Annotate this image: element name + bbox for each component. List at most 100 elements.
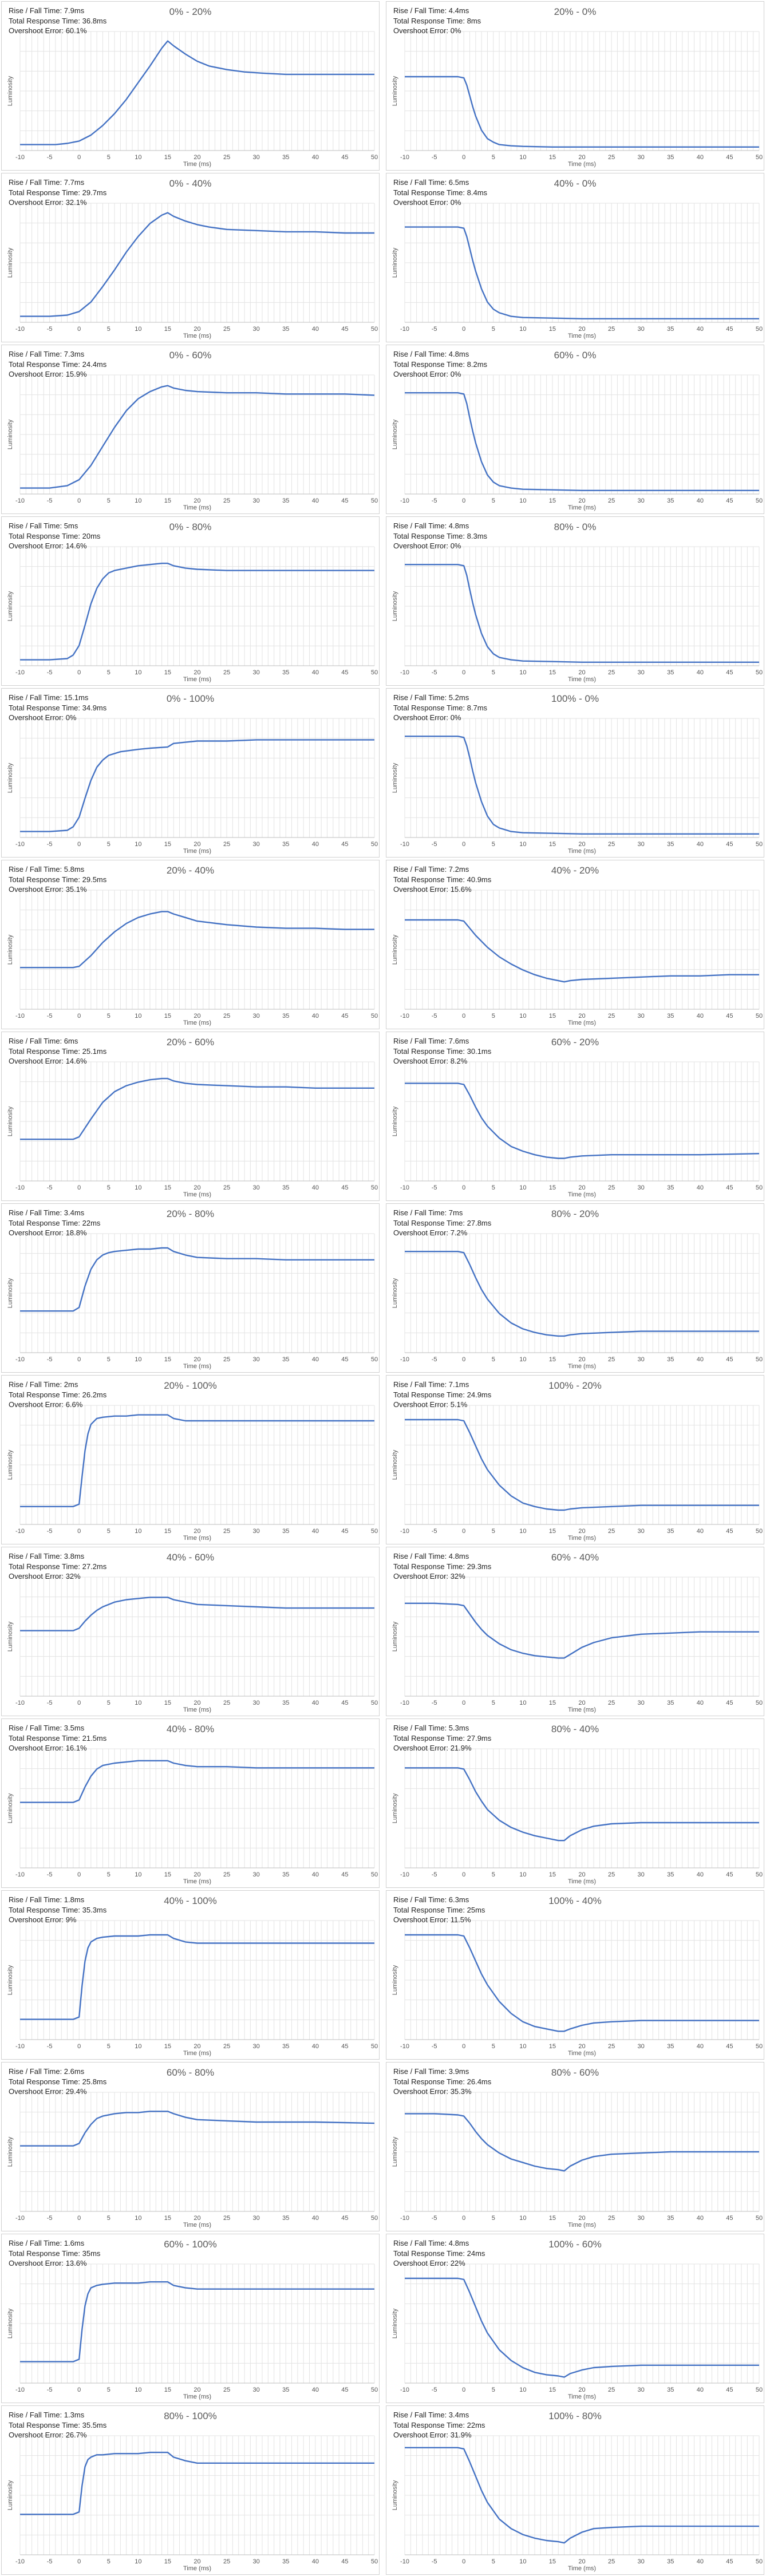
x-tick-label: 45 (341, 2558, 348, 2565)
chart-panel: -10 -5 0 5 10 15 20 25 30 35 40 45 50 Time (ms) Lumino… (386, 1718, 764, 1888)
x-tick-label: 0 (462, 154, 465, 161)
rise-fall-time: Rise / Fall Time: 7.7ms (9, 178, 85, 187)
chart-plot: -10 -5 0 5 10 15 20 25 30 35 40 45 50 Time (ms) Lumino… (392, 546, 763, 683)
overshoot-error: Overshoot Error: 0% (393, 713, 461, 722)
chart-panel: -10 -5 0 5 10 15 20 25 30 35 40 45 50 Time (ms) Lumino… (386, 1890, 764, 2060)
x-tick-label: 10 (519, 1184, 526, 1191)
total-response-time: Total Response Time: 8.2ms (393, 359, 488, 369)
x-tick-label: 15 (549, 669, 556, 676)
x-tick-label: -5 (47, 1356, 53, 1363)
total-response-time: Total Response Time: 27.9ms (393, 1733, 492, 1743)
x-axis-label: Time (ms) (568, 2565, 596, 2572)
x-tick-label: 30 (638, 154, 645, 161)
stats-block: Rise / Fall Time: 5.8ms Total Response Ti… (9, 864, 106, 895)
x-tick-label: 40 (312, 1700, 319, 1706)
overshoot-error: Overshoot Error: 15.9% (9, 370, 87, 378)
x-tick-label: -10 (15, 497, 25, 504)
x-tick-label: 40 (697, 1871, 704, 1878)
total-response-time: Total Response Time: 8ms (393, 16, 481, 25)
x-tick-label: 50 (371, 2558, 378, 2565)
x-tick-label: 10 (135, 2043, 141, 2050)
x-tick-label: -5 (432, 2558, 437, 2565)
chart-panel: -10 -5 0 5 10 15 20 25 30 35 40 45 50 Time (ms) Lumino… (1, 1547, 380, 1716)
total-response-time: Total Response Time: 35.5ms (9, 2420, 107, 2429)
x-axis-label: Time (ms) (183, 848, 211, 855)
chart-plot: -10 -5 0 5 10 15 20 25 30 35 40 45 50 Time (ms) Lumino… (392, 718, 763, 855)
x-tick-label: -5 (432, 1528, 437, 1535)
stats-block: Rise / Fall Time: 7.2ms Total Response Ti… (393, 864, 491, 895)
x-tick-label: -10 (15, 1528, 25, 1535)
stats-block: Rise / Fall Time: 6ms Total Response Time… (9, 1036, 106, 1066)
x-tick-label: -5 (47, 1528, 53, 1535)
total-response-time: Total Response Time: 29.5ms (9, 875, 107, 884)
rise-fall-time: Rise / Fall Time: 5.3ms (393, 1724, 469, 1732)
x-tick-label: 5 (492, 326, 495, 333)
stats-block: Rise / Fall Time: 6.5ms Total Response Ti… (393, 177, 487, 208)
total-response-time: Total Response Time: 35ms (9, 2249, 101, 2258)
luminosity-series-line (20, 40, 374, 145)
chart-title: 100% - 0% (551, 693, 599, 704)
chart-title: 60% - 100% (164, 2239, 217, 2250)
rise-fall-time: Rise / Fall Time: 2.6ms (9, 2067, 85, 2076)
x-tick-label: 40 (697, 326, 704, 333)
x-tick-label: 45 (341, 2215, 348, 2222)
x-tick-label: 20 (194, 841, 200, 848)
x-tick-label: 15 (164, 1700, 171, 1706)
chart-panel: -10 -5 0 5 10 15 20 25 30 35 40 45 50 Time (ms) Lumino… (1, 860, 380, 1029)
rise-fall-time: Rise / Fall Time: 1.8ms (9, 1895, 85, 1904)
x-tick-label: 0 (77, 1528, 81, 1535)
x-tick-label: 5 (107, 154, 110, 161)
x-tick-label: -10 (400, 497, 409, 504)
rise-fall-time: Rise / Fall Time: 6ms (9, 1037, 78, 1045)
y-axis-label: Luminosity (392, 1449, 398, 1480)
rise-fall-time: Rise / Fall Time: 4.8ms (393, 350, 469, 358)
x-tick-label: 25 (608, 1013, 615, 1020)
x-tick-label: 20 (194, 2043, 200, 2050)
x-tick-label: 45 (726, 1356, 733, 1363)
x-tick-label: 25 (608, 326, 615, 333)
x-tick-label: 45 (341, 1871, 348, 1878)
chart-panel: -10 -5 0 5 10 15 20 25 30 35 40 45 50 Time (ms) Lumino… (1, 1375, 380, 1544)
x-tick-label: -5 (47, 1184, 53, 1191)
x-tick-label: 10 (519, 326, 526, 333)
x-tick-label: 20 (194, 1184, 200, 1191)
x-axis-label: Time (ms) (183, 1363, 211, 1370)
chart-title: 40% - 60% (166, 1552, 215, 1563)
x-tick-label: 35 (282, 1356, 289, 1363)
chart-plot: -10 -5 0 5 10 15 20 25 30 35 40 45 50 Time (ms) Lumino… (7, 203, 378, 339)
x-tick-label: 40 (312, 154, 319, 161)
x-tick-label: 30 (638, 669, 645, 676)
overshoot-error: Overshoot Error: 35.1% (9, 885, 87, 894)
x-tick-label: 30 (253, 2043, 260, 2050)
luminosity-series-line (20, 1077, 374, 1140)
rise-fall-time: Rise / Fall Time: 7.6ms (393, 1037, 469, 1045)
chart-title: 80% - 40% (551, 1724, 599, 1735)
chart-panel: -10 -5 0 5 10 15 20 25 30 35 40 45 50 Time (ms) Lumino… (1, 2234, 380, 2403)
stats-block: Rise / Fall Time: 7.9ms Total Response Ti… (9, 6, 106, 36)
total-response-time: Total Response Time: 21.5ms (9, 1733, 107, 1743)
luminosity-series-line (20, 385, 375, 489)
total-response-time: Total Response Time: 25.1ms (9, 1046, 107, 1056)
chart-plot: -10 -5 0 5 10 15 20 25 30 35 40 45 50 Time (ms) Lumino… (392, 2435, 763, 2572)
chart-panel: -10 -5 0 5 10 15 20 25 30 35 40 45 50 Time (ms) Lumino… (386, 2234, 764, 2403)
x-tick-label: -5 (432, 1700, 437, 1706)
x-tick-label: -10 (15, 2387, 25, 2393)
x-tick-label: 45 (726, 2558, 733, 2565)
x-tick-label: 15 (549, 2043, 556, 2050)
x-tick-label: 20 (194, 1528, 200, 1535)
x-tick-label: -10 (400, 1528, 409, 1535)
stats-block: Rise / Fall Time: 3.4ms Total Response Ti… (393, 2410, 485, 2440)
x-axis-label: Time (ms) (568, 1878, 596, 1885)
overshoot-error: Overshoot Error: 11.5% (393, 1915, 471, 1924)
overshoot-error: Overshoot Error: 8.2% (393, 1057, 468, 1065)
x-tick-label: 20 (578, 2387, 585, 2393)
x-tick-label: 50 (371, 841, 378, 848)
x-tick-label: 0 (77, 2215, 81, 2222)
x-tick-label: 40 (312, 497, 319, 504)
x-tick-label: 0 (77, 669, 81, 676)
luminosity-series-line (20, 739, 374, 832)
x-tick-label: 35 (282, 497, 289, 504)
x-tick-label: 5 (107, 1528, 110, 1535)
chart-title: 0% - 80% (169, 521, 212, 532)
x-tick-label: 0 (77, 1356, 81, 1363)
